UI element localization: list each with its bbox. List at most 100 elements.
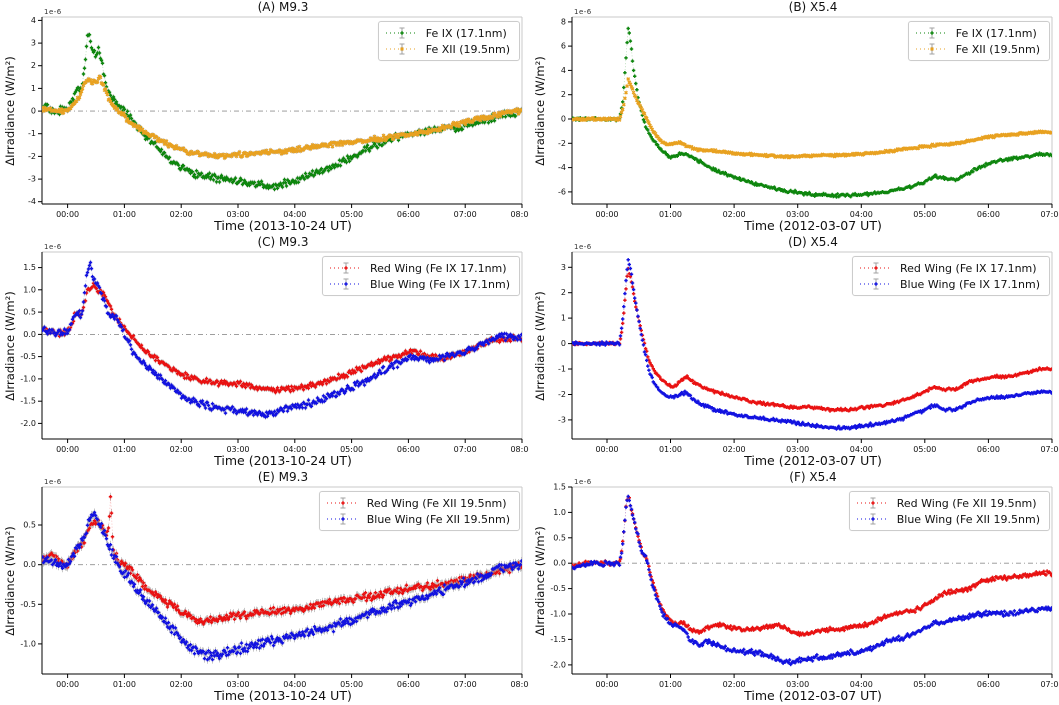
legend-label: Red Wing (Fe IX 17.1nm)	[369, 261, 507, 275]
svg-text:0: 0	[561, 115, 566, 124]
svg-text:07:00: 07:00	[1040, 680, 1059, 689]
svg-text:-1.0: -1.0	[20, 639, 36, 648]
legend-label: Fe XII (19.5nm)	[425, 42, 510, 56]
legend-label: Fe IX (17.1nm)	[955, 26, 1037, 40]
svg-text:01:00: 01:00	[113, 445, 136, 454]
svg-text:06:00: 06:00	[977, 210, 1000, 219]
plot-area-c: 00:00 01:00 02:00 03:00 04:00 05:00 06:00 07:00…	[20, 251, 529, 454]
svg-text:3: 3	[561, 263, 566, 272]
svg-text:6: 6	[561, 42, 566, 51]
svg-text:0.0: 0.0	[23, 560, 36, 569]
svg-text:00:00: 00:00	[595, 680, 618, 689]
svg-text:0.5: 0.5	[23, 521, 36, 530]
svg-text:05:00: 05:00	[913, 445, 936, 454]
legend: Red Wing (Fe XII 19.5nm) Blue Wing (Fe XI…	[318, 491, 520, 531]
legend-entry: Red Wing (Fe IX 17.1nm)	[329, 261, 510, 275]
legend-marker-icon	[385, 27, 418, 39]
svg-text:0.0: 0.0	[553, 559, 566, 568]
svg-text:07:00: 07:00	[1040, 210, 1059, 219]
svg-text:01:00: 01:00	[113, 210, 136, 219]
legend: Red Wing (Fe IX 17.1nm) Blue Wing (Fe IX …	[321, 256, 520, 296]
svg-text:02:00: 02:00	[170, 210, 193, 219]
svg-text:06:00: 06:00	[397, 210, 420, 219]
y-axis-label: ΔIrradiance (W/m²)	[3, 526, 17, 636]
svg-text:00:00: 00:00	[56, 680, 79, 689]
legend-marker-icon	[856, 513, 889, 525]
svg-text:2: 2	[561, 90, 566, 99]
x-axis-label: Time (2013-10-24 UT)	[214, 688, 352, 703]
svg-text:0.0: 0.0	[23, 330, 36, 339]
legend-marker-icon	[856, 497, 889, 509]
legend-label: Red Wing (Fe IX 17.1nm)	[899, 261, 1037, 275]
svg-text:01:00: 01:00	[659, 210, 682, 219]
plot-area-f: 00:00 01:00 02:00 03:00 04:00 05:00 06:00 07:00…	[550, 483, 1059, 690]
svg-text:-3: -3	[28, 175, 36, 184]
y-axis-label: ΔIrradiance (W/m²)	[533, 526, 547, 636]
panel-title: (E) M9.3	[257, 470, 309, 484]
svg-text:05:00: 05:00	[340, 445, 363, 454]
plot-area-a: 00:00 01:00 02:00 03:00 04:00 05:00 06:00 07:00…	[28, 16, 529, 219]
legend-entry: Fe XII (19.5nm)	[915, 42, 1040, 56]
y-axis-label: ΔIrradiance (W/m²)	[533, 291, 547, 401]
y-axis-offset-label: 1e-6	[44, 478, 62, 486]
legend: Fe IX (17.1nm) Fe XII (19.5nm)	[377, 21, 520, 61]
svg-text:-1.5: -1.5	[20, 397, 36, 406]
legend: Red Wing (Fe XII 19.5nm) Blue Wing (Fe XI…	[848, 491, 1050, 531]
svg-text:03:00: 03:00	[786, 210, 809, 219]
svg-text:01:00: 01:00	[659, 445, 682, 454]
legend-marker-icon	[326, 513, 359, 525]
svg-text:04:00: 04:00	[283, 210, 306, 219]
svg-text:07:00: 07:00	[454, 680, 477, 689]
legend-entry: Fe IX (17.1nm)	[915, 26, 1040, 40]
panel-title: (A) M9.3	[257, 0, 309, 14]
svg-text:8: 8	[561, 17, 566, 26]
legend: Fe IX (17.1nm) Fe XII (19.5nm)	[907, 21, 1050, 61]
legend-label: Blue Wing (Fe XII 19.5nm)	[366, 512, 510, 526]
svg-text:-1.5: -1.5	[550, 635, 566, 644]
svg-text:0.5: 0.5	[23, 308, 36, 317]
svg-text:-1: -1	[558, 365, 566, 374]
svg-text:06:00: 06:00	[397, 680, 420, 689]
panel-title: (B) X5.4	[788, 0, 838, 14]
legend-entry: Blue Wing (Fe IX 17.1nm)	[859, 277, 1040, 291]
y-axis-label: ΔIrradiance (W/m²)	[533, 56, 547, 166]
svg-text:-4: -4	[28, 197, 36, 206]
svg-text:04:00: 04:00	[283, 445, 306, 454]
panel-title: (F) X5.4	[789, 470, 837, 484]
legend-label: Blue Wing (Fe IX 17.1nm)	[369, 277, 510, 291]
x-axis-label: Time (2013-10-24 UT)	[214, 453, 352, 468]
legend-entry: Blue Wing (Fe IX 17.1nm)	[329, 277, 510, 291]
svg-text:01:00: 01:00	[113, 680, 136, 689]
svg-text:1.5: 1.5	[23, 263, 36, 272]
svg-text:02:00: 02:00	[170, 680, 193, 689]
legend-marker-icon	[859, 262, 892, 274]
x-axis-label: Time (2012-03-07 UT)	[744, 453, 882, 468]
svg-text:1.5: 1.5	[553, 483, 566, 492]
panel-e: 00:00 01:00 02:00 03:00 04:00 05:00 06:00 07:00…	[0, 470, 529, 705]
legend-label: Fe IX (17.1nm)	[425, 26, 507, 40]
svg-text:0.5: 0.5	[553, 533, 566, 542]
legend-entry: Blue Wing (Fe XII 19.5nm)	[856, 512, 1040, 526]
svg-text:05:00: 05:00	[913, 210, 936, 219]
svg-text:0: 0	[31, 107, 36, 116]
legend-entry: Red Wing (Fe XII 19.5nm)	[856, 496, 1040, 510]
svg-text:08:00: 08:00	[510, 210, 529, 219]
svg-text:1: 1	[31, 84, 36, 93]
svg-text:-1.0: -1.0	[550, 610, 566, 619]
legend-entry: Red Wing (Fe IX 17.1nm)	[859, 261, 1040, 275]
panel-c: 00:00 01:00 02:00 03:00 04:00 05:00 06:00 07:00…	[0, 235, 529, 470]
panel-a: 00:00 01:00 02:00 03:00 04:00 05:00 06:00 07:00…	[0, 0, 529, 235]
svg-text:-2.0: -2.0	[20, 419, 36, 428]
svg-text:08:00: 08:00	[510, 680, 529, 689]
legend-marker-icon	[329, 278, 362, 290]
svg-text:07:00: 07:00	[454, 210, 477, 219]
y-axis-label: ΔIrradiance (W/m²)	[3, 56, 17, 166]
legend-label: Red Wing (Fe XII 19.5nm)	[896, 496, 1037, 510]
svg-text:2: 2	[561, 288, 566, 297]
svg-text:00:00: 00:00	[56, 445, 79, 454]
svg-text:08:00: 08:00	[510, 445, 529, 454]
svg-text:-2: -2	[558, 390, 566, 399]
legend-entry: Fe IX (17.1nm)	[385, 26, 510, 40]
svg-text:03:00: 03:00	[786, 680, 809, 689]
plot-area-e: 00:00 01:00 02:00 03:00 04:00 05:00 06:00 07:00…	[20, 486, 529, 689]
